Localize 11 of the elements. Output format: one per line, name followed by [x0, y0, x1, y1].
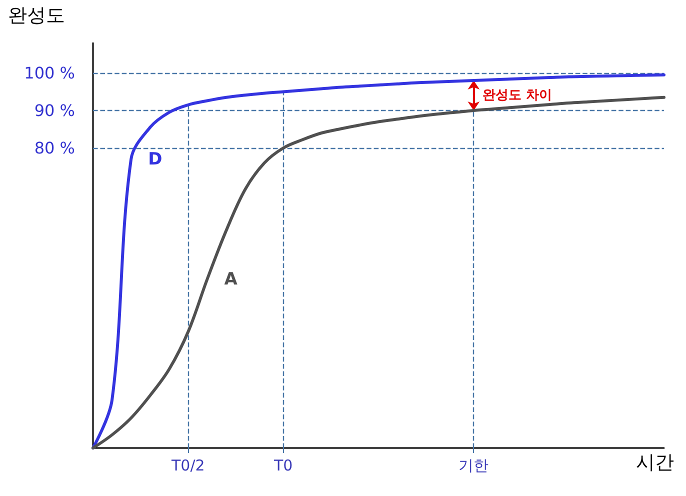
series-label: A [224, 269, 238, 290]
y-axis-title: 완성도 [8, 4, 65, 26]
annotation: 완성도 차이 [482, 88, 552, 103]
x-tick-label: 기한 [458, 456, 489, 474]
x-tick-label: T0/2 [170, 456, 205, 474]
series-label: D [148, 149, 162, 170]
x-tick-label: T0 [272, 456, 293, 474]
x-axis-title: 시간 [636, 452, 674, 474]
y-tick-label: 80 % [34, 138, 75, 158]
y-tick-label: 100 % [24, 64, 75, 82]
y-tick-label: 90 % [34, 101, 75, 120]
